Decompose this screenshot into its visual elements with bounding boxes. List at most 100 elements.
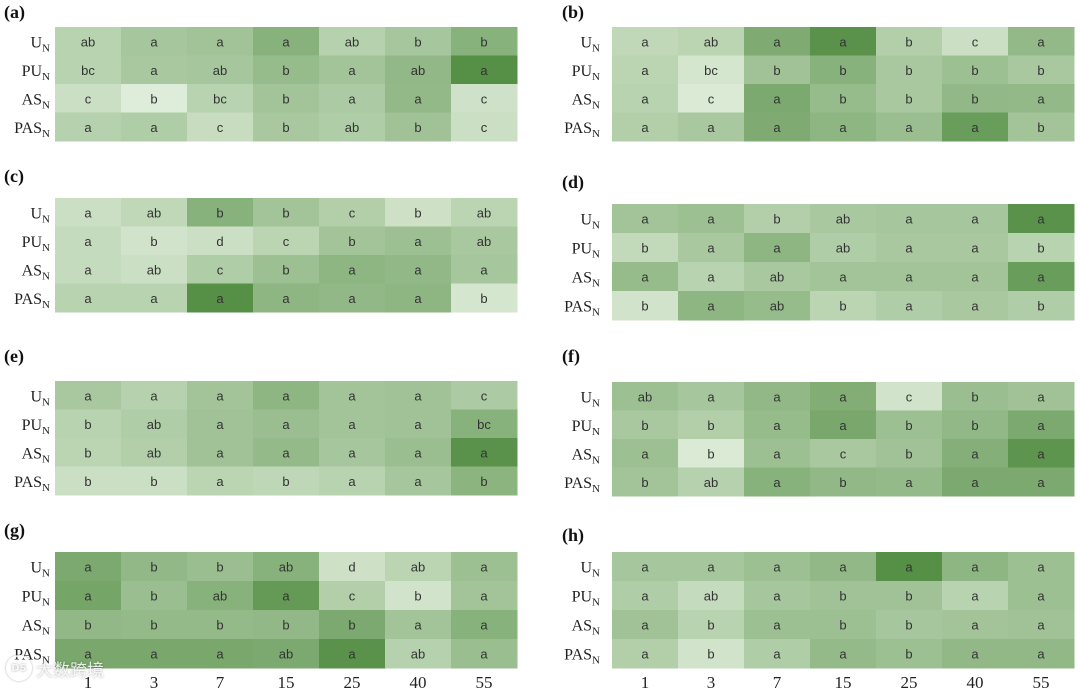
heatmap-cell	[678, 552, 745, 582]
cell-letter: ab	[147, 445, 161, 460]
cell-letter: a	[773, 91, 781, 106]
cell-letter: c	[972, 34, 979, 49]
heatmap-cell	[876, 552, 943, 582]
cell-letter: c	[217, 262, 224, 277]
cell-letter: b	[839, 91, 846, 106]
row-label-pu: PUN	[22, 417, 50, 437]
cell-letter: b	[150, 234, 157, 249]
heatmap-cell	[612, 610, 679, 640]
cell-letter: c	[481, 120, 488, 135]
heatmap-cell	[876, 291, 943, 321]
heatmap-cell	[678, 410, 745, 440]
row-label-u: UN	[30, 34, 50, 54]
panel-label: (c)	[4, 166, 24, 187]
cell-letter: a	[971, 560, 979, 575]
cell-letter: a	[282, 589, 290, 604]
panel-label: (d)	[562, 172, 584, 193]
x-tick-label: 1	[84, 673, 93, 691]
heatmap-cell	[612, 410, 679, 440]
cell-letter: a	[839, 560, 847, 575]
heatmap-cell	[187, 255, 254, 284]
heatmap-cell	[678, 291, 745, 321]
heatmap-cell	[253, 226, 320, 256]
row-label-pas: PASN	[564, 120, 600, 140]
heatmap-cell	[678, 27, 745, 56]
heatmap-cell	[612, 262, 679, 292]
heatmap-cell	[451, 581, 518, 611]
heatmap-cell	[810, 552, 877, 582]
heatmap-cell	[187, 438, 254, 467]
heatmap-cell	[678, 610, 745, 640]
heatmap-cell	[385, 283, 452, 313]
heatmap-cell	[678, 84, 745, 113]
heatmap-cell	[121, 255, 188, 284]
cell-letter: a	[905, 120, 913, 135]
row-label-as: ASN	[572, 270, 600, 290]
cell-letter: a	[348, 262, 356, 277]
heatmap-cell	[1008, 84, 1075, 113]
heatmap-cell	[187, 198, 254, 227]
panel-label: (a)	[4, 2, 25, 23]
cell-letter: a	[1037, 418, 1045, 433]
heatmap-cell	[385, 55, 452, 85]
heatmap-cell	[253, 283, 320, 313]
heatmap-cell	[810, 639, 877, 669]
cell-letter: b	[905, 418, 912, 433]
cell-letter: a	[641, 120, 649, 135]
cell-letter: a	[414, 291, 422, 306]
cell-letter: c	[481, 91, 488, 106]
cell-letter: a	[282, 388, 290, 403]
heatmap-cell	[55, 283, 122, 313]
cell-letter: ab	[704, 34, 718, 49]
heatmap-cell	[744, 27, 811, 56]
cell-letter: a	[480, 618, 488, 633]
heatmap-cell	[876, 639, 943, 669]
cell-letter: a	[1037, 34, 1045, 49]
heatmap-cell	[451, 381, 518, 410]
heatmap-cell	[319, 466, 386, 496]
row-label-u: UN	[30, 205, 50, 225]
cell-letter: ab	[147, 417, 161, 432]
row-label-u: UN	[580, 212, 600, 232]
cell-letter: a	[971, 212, 979, 227]
heatmap-cell	[1008, 467, 1075, 497]
cell-letter: ab	[213, 63, 227, 78]
cell-letter: b	[414, 120, 421, 135]
x-tick-label: 3	[707, 673, 716, 691]
heatmap-cell	[385, 639, 452, 669]
heatmap-cell	[253, 55, 320, 85]
cell-letter: b	[905, 63, 912, 78]
heatmap-cell	[187, 610, 254, 640]
cell-letter: a	[1037, 212, 1045, 227]
heatmap-cell	[1008, 410, 1075, 440]
heatmap-cell	[1008, 27, 1075, 56]
cell-letter: b	[216, 618, 223, 633]
heatmap-cell	[121, 55, 188, 85]
heatmap-cell	[744, 262, 811, 292]
cell-letter: a	[839, 647, 847, 662]
row-label-pas: PASN	[564, 647, 600, 667]
cell-letter: a	[1037, 589, 1045, 604]
cell-letter: a	[1037, 389, 1045, 404]
cell-letter: a	[84, 205, 92, 220]
heatmap-cell	[744, 439, 811, 468]
heatmap-cell	[253, 84, 320, 113]
row-label-pu: PUN	[22, 589, 50, 609]
cell-letter: a	[216, 34, 224, 49]
heatmap-cell	[612, 639, 679, 669]
cell-letter: a	[839, 389, 847, 404]
row-label-u: UN	[580, 560, 600, 580]
heatmap-cell	[319, 552, 386, 582]
cell-letter: a	[773, 120, 781, 135]
cell-letter: b	[773, 63, 780, 78]
heatmap-cell	[55, 381, 122, 410]
cell-letter: b	[839, 618, 846, 633]
cell-letter: a	[150, 120, 158, 135]
heatmap-cell	[253, 610, 320, 640]
heatmap-cell	[451, 27, 518, 56]
row-label-u: UN	[580, 34, 600, 54]
heatmap-cell	[744, 291, 811, 321]
cell-letter: a	[480, 560, 488, 575]
cell-letter: ab	[147, 262, 161, 277]
cell-letter: b	[348, 618, 355, 633]
